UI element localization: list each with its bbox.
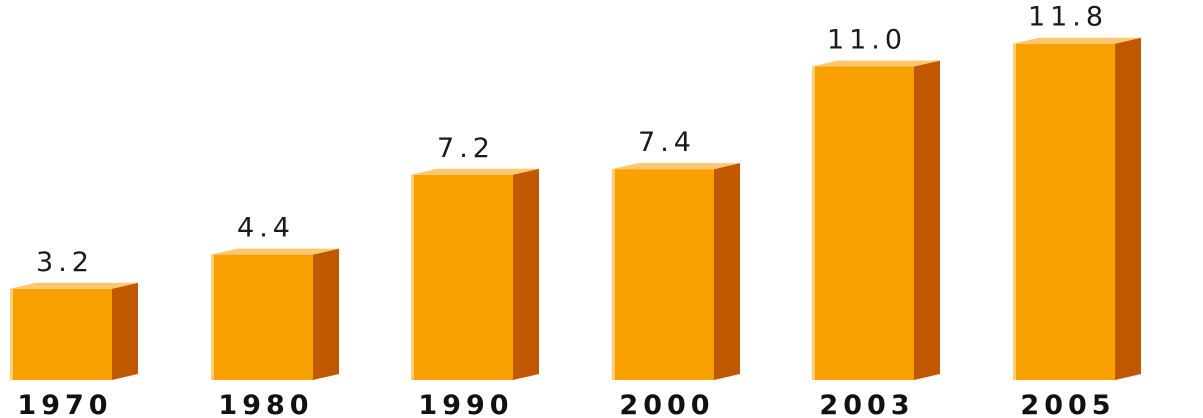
bar-1970 xyxy=(10,288,112,380)
value-label-1980: 4.4 xyxy=(237,213,295,244)
category-label-2005: 2005 xyxy=(1020,390,1115,418)
category-label-1970: 1970 xyxy=(17,390,112,418)
bar-top-2003 xyxy=(812,60,940,67)
bar-highlight-1970 xyxy=(10,288,13,380)
bar-highlight-2003 xyxy=(812,66,815,380)
value-label-2003: 11.0 xyxy=(827,25,907,56)
bar-2003 xyxy=(812,66,914,380)
bar-side-1990 xyxy=(513,168,539,380)
bar-highlight-1990 xyxy=(411,174,414,380)
bar-2000 xyxy=(612,169,714,380)
bar-group-2000: 7.4 2000 xyxy=(612,127,740,418)
category-label-1980: 1980 xyxy=(218,390,313,418)
value-label-1990: 7.2 xyxy=(437,133,495,164)
bar-side-1980 xyxy=(313,248,339,380)
bar-highlight-1980 xyxy=(211,254,214,380)
bar-group-1990: 7.2 1990 xyxy=(411,133,539,418)
bar-group-1970: 3.2 1970 xyxy=(10,247,138,418)
bar-side-2005 xyxy=(1115,37,1141,380)
category-label-2003: 2003 xyxy=(819,390,914,418)
value-label-1970: 3.2 xyxy=(36,247,94,278)
bar-1980 xyxy=(211,254,313,380)
bar-1990 xyxy=(411,174,513,380)
bar-side-2000 xyxy=(714,163,740,380)
category-label-1990: 1990 xyxy=(418,390,513,418)
bar-side-2003 xyxy=(914,60,940,380)
value-label-2000: 7.4 xyxy=(638,127,696,158)
category-label-2000: 2000 xyxy=(619,390,714,418)
bar-group-1980: 4.4 1980 xyxy=(211,213,339,418)
bar-top-1980 xyxy=(211,248,339,255)
value-label-2005: 11.8 xyxy=(1028,2,1108,33)
bar-top-1970 xyxy=(10,282,138,289)
bar-top-1990 xyxy=(411,168,539,175)
bar-highlight-2005 xyxy=(1013,43,1016,380)
bar-top-2000 xyxy=(612,163,740,170)
bar-highlight-2000 xyxy=(612,169,615,380)
bar-top-2005 xyxy=(1013,37,1141,44)
bar-group-2005: 11.8 2005 xyxy=(1013,2,1141,418)
bar-group-2003: 11.0 2003 xyxy=(812,25,940,418)
bar-2005 xyxy=(1013,43,1115,380)
bar-side-1970 xyxy=(112,282,138,380)
